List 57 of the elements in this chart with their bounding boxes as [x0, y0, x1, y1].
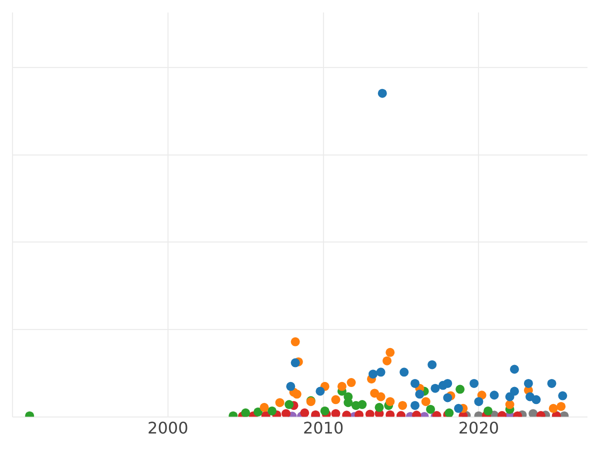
- point: [260, 402, 269, 412]
- point: [376, 392, 386, 402]
- point: [376, 368, 386, 377]
- point: [282, 409, 291, 417]
- point: [426, 404, 436, 414]
- point: [331, 395, 340, 404]
- point: [505, 392, 514, 402]
- point: [286, 382, 296, 391]
- point: [368, 370, 378, 379]
- point: [524, 378, 533, 388]
- point: [290, 358, 300, 368]
- point: [505, 400, 514, 410]
- point: [316, 386, 325, 396]
- point: [386, 397, 395, 406]
- x-tick-label: 2010: [302, 418, 344, 438]
- point: [241, 408, 250, 417]
- point: [358, 400, 367, 410]
- point: [556, 402, 566, 411]
- point: [284, 400, 294, 410]
- point: [410, 378, 420, 388]
- point: [510, 364, 519, 374]
- point: [428, 360, 437, 370]
- x-tick-label: 2000: [148, 418, 188, 438]
- point: [320, 406, 330, 416]
- point: [443, 378, 452, 388]
- point: [547, 378, 556, 388]
- point: [558, 391, 568, 400]
- point: [490, 390, 499, 400]
- point: [443, 393, 452, 402]
- point: [456, 384, 465, 394]
- point: [290, 337, 300, 346]
- point: [275, 398, 284, 408]
- point: [382, 356, 392, 366]
- point: [421, 397, 430, 406]
- point: [337, 382, 346, 391]
- point: [415, 390, 424, 399]
- point: [430, 384, 440, 393]
- point: [454, 404, 464, 413]
- point: [268, 406, 277, 416]
- point: [346, 378, 356, 388]
- point: [292, 390, 302, 399]
- point: [548, 404, 558, 413]
- point: [528, 409, 538, 417]
- point: [410, 400, 420, 410]
- point: [331, 409, 340, 417]
- point: [484, 406, 493, 416]
- point: [532, 395, 541, 404]
- point: [254, 407, 263, 416]
- point: [474, 397, 484, 406]
- point: [386, 348, 395, 357]
- point: [300, 408, 310, 417]
- point: [374, 402, 384, 412]
- x-tick-label: 2020: [458, 418, 500, 438]
- point: [365, 410, 374, 417]
- point: [400, 368, 409, 377]
- point: [398, 400, 408, 410]
- point: [470, 378, 479, 388]
